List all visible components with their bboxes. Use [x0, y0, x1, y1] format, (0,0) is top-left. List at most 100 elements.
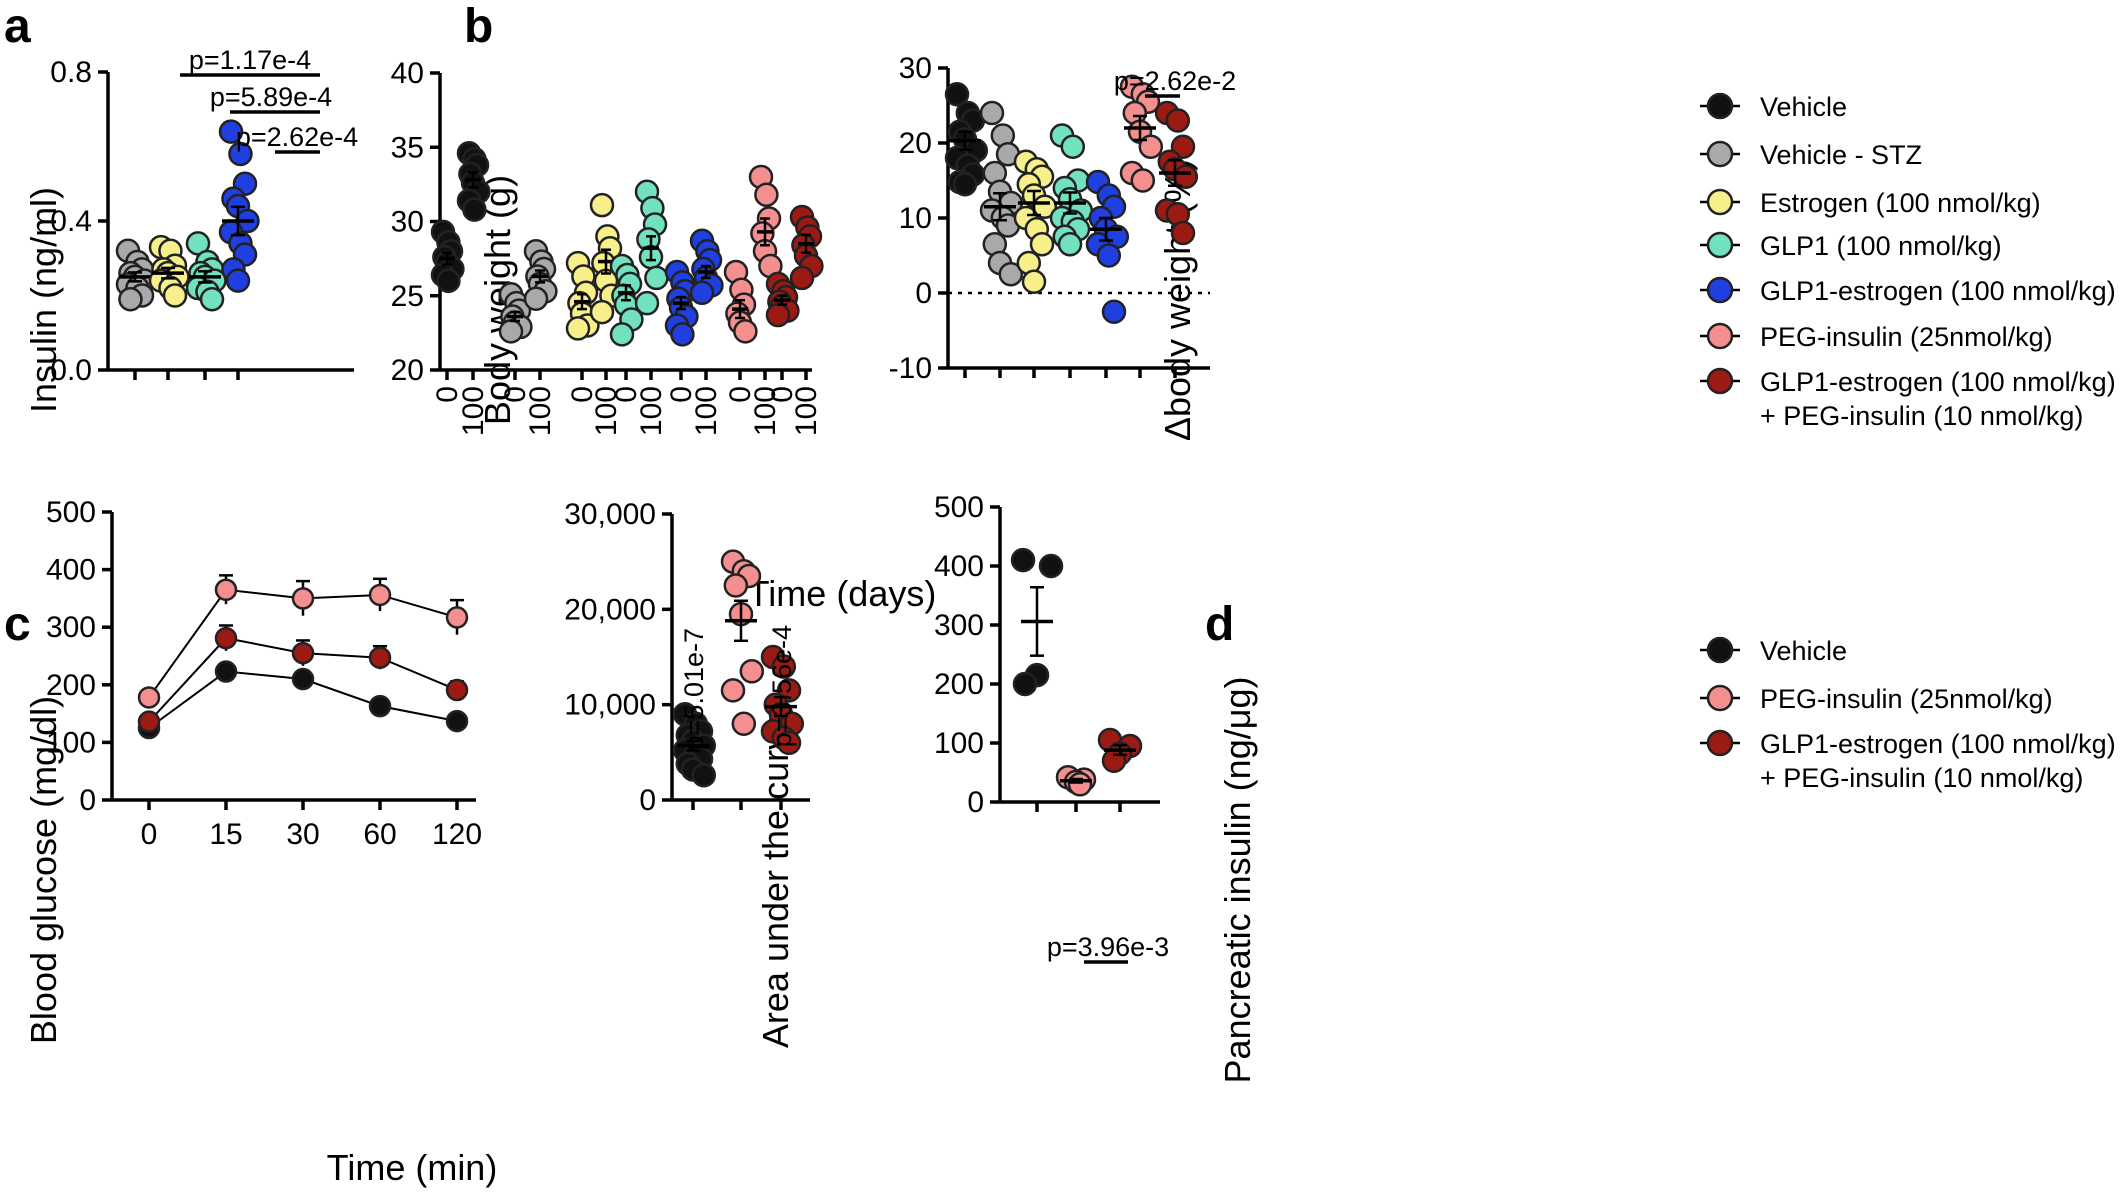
b1-estrogen-100-nmol-kg-day0-point — [565, 316, 591, 341]
b1-vehicle-day0-point — [436, 268, 461, 294]
b2-vehicle-stz-point — [979, 100, 1005, 126]
b2-y-tick-label: -10 — [889, 352, 932, 385]
legend-b-label: GLP1-estrogen (100 nmol/kg) — [1760, 367, 2116, 397]
c2-peg-insulin-25nmol-kg-point — [739, 659, 765, 684]
b2-glp1-estrogen-100-nmol-kg-peg-insulin-10-nmol-kg-point — [1173, 164, 1199, 189]
a-glp1-estrogen-100-nmol-kg-point — [218, 119, 244, 144]
c1-peg-insulin-25nmol-kg-point — [214, 578, 238, 602]
b2-y-tick-label: 10 — [899, 202, 932, 235]
b1-glp1-100-nmol-kg-day0-point — [609, 322, 635, 347]
b2-glp1-estrogen-100-nmol-kg-point — [1101, 299, 1127, 324]
legend-b-label-2: + PEG-insulin (10 nmol/kg) — [1760, 401, 2083, 431]
c1-y-tick-label: 400 — [46, 554, 96, 587]
legend-d-marker — [1706, 684, 1734, 712]
c2-glp1-estrogen-100-nmol-kg-peg-insulin-10-nmol-kg-point — [771, 654, 797, 679]
b2-glp1-100-nmol-kg-point — [1060, 134, 1086, 159]
c1-peg-insulin-25nmol-kg-point — [291, 587, 315, 610]
a-y-tick-label: 0.0 — [50, 354, 92, 387]
b2-glp1-100-nmol-kg-point — [1057, 232, 1083, 257]
b1-y-tick-label: 35 — [391, 131, 424, 164]
legend-b-item-vehicle-stz: Vehicle - STZ — [1700, 140, 1922, 170]
legend-d-item-peg-insulin: PEG-insulin (25nmol/kg) — [1700, 684, 2053, 714]
legend-d-marker — [1706, 636, 1734, 664]
legend-d-item-combo: GLP1-estrogen (100 nmol/kg) + PEG-insuli… — [1700, 729, 2116, 793]
b1-glp1-estrogen-100-nmol-kg-day0-point — [670, 322, 695, 347]
c2-peg-insulin-25nmol-kg-point — [731, 711, 757, 736]
c2-y-tick-label: 0 — [639, 784, 656, 817]
c1-vehicle-point — [291, 667, 315, 691]
legend-d-label: PEG-insulin (25nmol/kg) — [1760, 684, 2053, 714]
b2-peg-insulin-25nmol-kg-point — [1130, 168, 1156, 193]
c1-glp1-estrogen-100-nmol-kg-peg-insulin-10-nmol-kg-point — [214, 626, 238, 650]
ylabel-auc: Area under the curve — [755, 712, 796, 1048]
b1-x-tick-label: 100 — [524, 386, 557, 436]
d-peg-insulin-25nmol-kg-point — [1067, 772, 1093, 797]
c2-peg-insulin-25nmol-kg-point — [723, 573, 749, 598]
legend-d-item-vehicle: Vehicle — [1700, 636, 1847, 666]
c1-x-tick-label: 15 — [209, 818, 242, 851]
panel-label-a: a — [4, 0, 31, 53]
b1-vehicle-stz-day100-point — [523, 286, 549, 311]
a-vehicle-stz-point — [118, 286, 143, 312]
a-pvalue-label: p=2.62e-4 — [236, 122, 358, 152]
legend-b-item-peg-insulin: PEG-insulin (25nmol/kg) — [1700, 322, 2053, 352]
legend-b-label: Estrogen (100 nmol/kg) — [1760, 188, 2041, 218]
b1-x-tick-label: 0 — [499, 386, 532, 403]
a-glp1-estrogen-100-nmol-kg-point — [225, 268, 251, 293]
legend-b-marker — [1706, 188, 1734, 216]
ylabel-pancreatic-insulin: Pancreatic insulin (ng/μg) — [1217, 677, 1258, 1084]
legend-b-item-glp1: GLP1 (100 nmol/kg) — [1700, 231, 2002, 261]
a-pvalue-label: p=5.89e-4 — [210, 82, 332, 112]
b1-x-tick-label: 100 — [590, 386, 623, 436]
c2-vehicle-point — [691, 762, 717, 788]
b1-y-tick-label: 30 — [391, 206, 424, 239]
b1-x-tick-label: 0 — [766, 386, 799, 403]
c2-pvalue-label: p=5.01e-7 — [679, 628, 709, 750]
b1-y-tick-label: 25 — [391, 280, 424, 313]
b1-glp1-estrogen-100-nmol-kg-peg-insulin-10-nmol-kg-day0-point — [765, 302, 791, 328]
a-glp1-100-nmol-kg-point — [199, 286, 225, 312]
c2-pvalue-label: p=3.56e-4 — [767, 625, 797, 747]
c1-peg-insulin-25nmol-kg-point — [445, 606, 469, 629]
b2-estrogen-100-nmol-kg-point — [1021, 269, 1047, 294]
b2-y-tick-label: 0 — [915, 277, 932, 310]
d-vehicle-point — [1010, 547, 1036, 573]
plots-layer: 0.0 0.4 0.8 p=1.17e-4 p=5.89e-4 p=2.62e-4 20 25… — [46, 45, 1236, 964]
c1-y-tick-label: 300 — [46, 611, 96, 644]
a-glp1-estrogen-100-nmol-kg-point — [228, 141, 253, 167]
xlabel-time-days: Time (days) — [748, 573, 937, 614]
b1-x-tick-label: 0 — [610, 386, 643, 403]
b1-x-tick-label: 100 — [690, 386, 723, 436]
legend-d: Vehicle PEG-insulin (25nmol/kg) GLP1-est… — [1700, 636, 2116, 793]
c1-x-tick-label: 120 — [432, 818, 482, 851]
b2-vehicle-point — [952, 172, 978, 197]
c1-vehicle-point — [214, 660, 238, 683]
legend-b-label: GLP1 (100 nmol/kg) — [1760, 231, 2002, 261]
legend-b-label: Vehicle — [1760, 92, 1847, 122]
b1-x-tick-label: 0 — [665, 386, 698, 403]
b2-pvalue-label: p=2.62e-2 — [1114, 66, 1236, 96]
c1-glp1-estrogen-100-nmol-kg-peg-insulin-10-nmol-kg-point — [137, 710, 161, 733]
b1-estrogen-100-nmol-kg-day100-point — [589, 192, 615, 218]
b2-y-tick-label: 30 — [899, 52, 932, 85]
legend-d-marker — [1706, 729, 1734, 757]
c2-glp1-estrogen-100-nmol-kg-peg-insulin-10-nmol-kg-point — [776, 730, 802, 756]
c1-peg-insulin-25nmol-kg-point — [368, 583, 392, 607]
d-vehicle-point — [1012, 671, 1038, 697]
c1-y-tick-label: 500 — [46, 496, 96, 529]
d-y-tick-label: 500 — [934, 491, 984, 524]
b1-x-tick-label: 0 — [431, 386, 464, 403]
c1-peg-insulin-25nmol-kg-point — [137, 686, 161, 709]
b1-x-tick-label: 0 — [566, 386, 599, 403]
c2-y-tick-label: 10,000 — [564, 689, 656, 722]
b2-vehicle-point — [944, 82, 970, 107]
legend-b-marker — [1706, 92, 1734, 120]
b1-glp1-100-nmol-kg-day100-point — [634, 290, 660, 316]
c2-y-tick-label: 30,000 — [564, 498, 656, 531]
b2-glp1-estrogen-100-nmol-kg-point — [1096, 243, 1122, 268]
c1-y-tick-label: 200 — [46, 669, 96, 702]
legend-b-label: PEG-insulin (25nmol/kg) — [1760, 322, 2053, 352]
b1-y-tick-label: 20 — [391, 354, 424, 387]
panel-label-b: b — [464, 0, 493, 53]
